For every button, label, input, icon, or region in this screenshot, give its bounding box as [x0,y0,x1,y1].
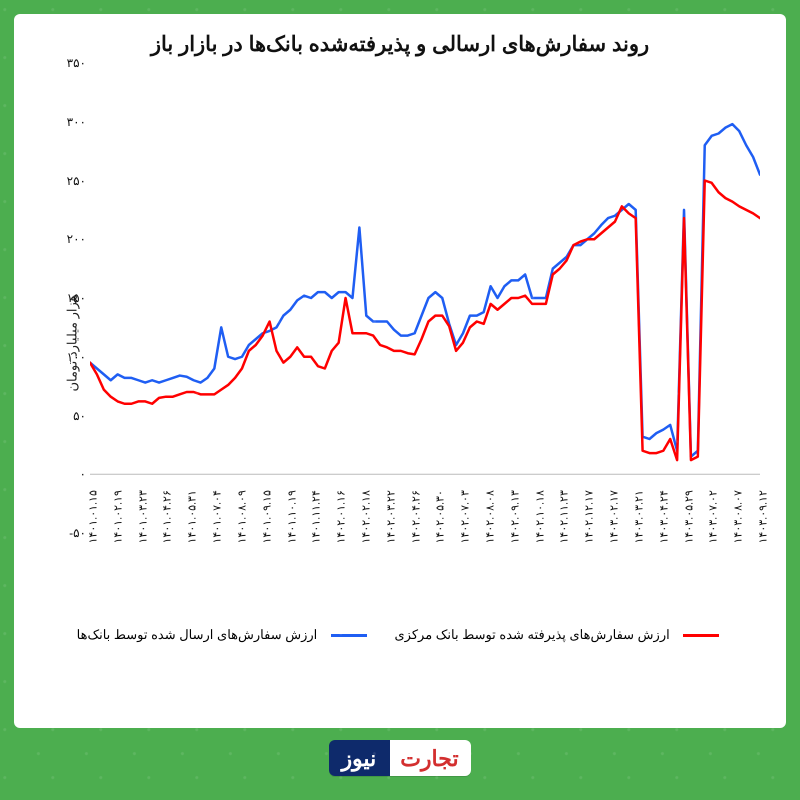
x-tick: ۱۴۰۲.۱۲.۱۷ [583,490,596,543]
x-tick: ۱۴۰۳.۰۵.۲۹ [682,490,695,543]
y-tick: ۳۵۰ [56,56,86,70]
x-tick: ۱۴۰۲.۰۴.۲۶ [409,490,422,543]
x-tick: ۱۴۰۲.۰۱.۱۶ [335,490,348,543]
y-axis-title: هزار میلیارد تومان [65,294,81,391]
x-tick: ۱۴۰۲.۰۳.۲۲ [384,490,397,543]
x-tick: ۱۴۰۱.۰۱.۱۵ [87,490,100,543]
x-tick: ۱۴۰۱.۰۵.۳۱ [186,490,199,543]
x-tick: ۱۴۰۱.۰۹.۱۵ [260,490,273,543]
x-tick: ۱۴۰۱.۰۲.۱۹ [111,490,124,543]
x-tick: ۱۴۰۱.۰۴.۲۶ [161,490,174,543]
x-tick: ۱۴۰۲.۰۸.۰۸ [484,490,497,543]
x-tick: ۱۴۰۱.۰۷.۰۴ [211,490,224,543]
x-tick: ۱۴۰۲.۱۱.۲۳ [558,490,571,543]
x-tick: ۱۴۰۱.۱۰.۱۹ [285,490,298,543]
x-tick: ۱۴۰۱.۰۸.۰۹ [235,490,248,543]
y-tick: ۰ [56,467,86,481]
x-tick: ۱۴۰۳.۰۸.۰۷ [732,490,745,543]
x-tick: ۱۴۰۲.۰۹.۱۳ [508,490,521,543]
x-axis-labels: ۱۴۰۱.۰۱.۱۵۱۴۰۱.۰۲.۱۹۱۴۰۱.۰۳.۲۳۱۴۰۱.۰۴.۲۶… [90,533,760,623]
x-tick: ۱۴۰۱.۰۳.۲۳ [136,490,149,543]
y-tick: ۵۰ [56,409,86,423]
x-tick: ۱۴۰۳.۰۳.۲۱ [632,490,645,543]
x-tick: ۱۴۰۲.۰۲.۱۸ [359,490,372,543]
series-sent [90,124,760,457]
logo-right: نیوز [329,740,390,776]
legend-label-sent: ارزش سفارش‌های ارسال شده توسط بانک‌ها [77,627,318,642]
x-tick: ۱۴۰۳.۰۲.۱۷ [608,490,621,543]
chart-title: روند سفارش‌های ارسالی و پذیرفته‌شده بانک… [24,32,776,57]
legend: ارزش سفارش‌های پذیرفته شده توسط بانک مرک… [24,627,776,643]
y-tick: -۵۰ [56,526,86,540]
series-accepted [90,181,760,461]
y-tick: ۱۰۰ [56,350,86,364]
y-tick: ۳۰۰ [56,115,86,129]
y-tick: ۲۵۰ [56,174,86,188]
legend-swatch-accepted [683,634,719,637]
line-chart-svg [90,63,760,533]
legend-label-accepted: ارزش سفارش‌های پذیرفته شده توسط بانک مرک… [395,627,670,642]
logo-left: تجارت [390,740,470,776]
x-tick: ۱۴۰۳.۰۷.۰۲ [707,490,720,543]
x-tick: ۱۴۰۱.۱۱.۲۴ [310,490,323,543]
x-tick: ۱۴۰۲.۱۰.۱۸ [533,490,546,543]
chart-card: روند سفارش‌های ارسالی و پذیرفته‌شده بانک… [14,14,786,728]
brand-logo: تجارت نیوز [329,740,470,776]
x-tick: ۱۴۰۲.۰۷.۰۳ [459,490,472,543]
x-tick: ۱۴۰۳.۰۹.۱۲ [757,490,770,543]
plot-area: هزار میلیارد تومان -۵۰ ۰ ۵۰ ۱۰۰ ۱۵۰ ۲۰۰ ۲۵۰ ۳۰۰… [30,63,770,623]
legend-swatch-sent [331,634,367,637]
y-tick: ۲۰۰ [56,232,86,246]
x-tick: ۱۴۰۲.۰۵.۳۰ [434,490,447,543]
x-tick: ۱۴۰۳.۰۴.۲۴ [657,490,670,543]
legend-item-accepted: ارزش سفارش‌های پذیرفته شده توسط بانک مرک… [391,627,723,642]
y-tick: ۱۵۰ [56,291,86,305]
legend-item-sent: ارزش سفارش‌های ارسال شده توسط بانک‌ها [77,627,371,642]
